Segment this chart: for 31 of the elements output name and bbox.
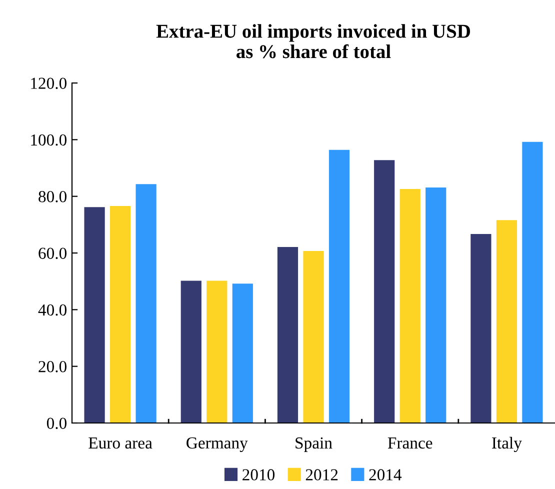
bar — [496, 220, 518, 423]
bar — [277, 247, 298, 423]
bar — [426, 188, 446, 423]
bar — [84, 207, 105, 423]
chart-title: Extra-EU oil imports invoiced in USD as % share of total — [156, 24, 470, 58]
y-tick-label: 20.0 — [38, 361, 67, 372]
bar — [328, 150, 350, 423]
bar — [136, 184, 156, 423]
bar — [400, 188, 420, 423]
y-tick-label: 0.0 — [46, 418, 67, 430]
x-tick-label: France — [388, 438, 432, 449]
legend-label: 2012 — [306, 469, 338, 480]
bar — [180, 280, 202, 423]
bar — [232, 284, 253, 423]
y-tick-label: 60.0 — [38, 248, 67, 260]
x-tick-label: Italy — [492, 436, 522, 452]
y-tick-label: 80.0 — [38, 191, 67, 202]
bar — [470, 234, 492, 423]
legend-label: 2010 — [242, 469, 275, 480]
x-tick-label: Euro area — [88, 438, 152, 449]
x-tick-label: Germany — [186, 437, 248, 452]
bar — [374, 160, 395, 423]
bar — [303, 251, 324, 423]
bar — [110, 206, 131, 423]
x-tick-label: Spain — [296, 437, 332, 452]
bar — [522, 142, 543, 423]
legend-label: 2014 — [369, 469, 402, 480]
y-tick-label: 40.0 — [38, 304, 67, 316]
bar — [206, 280, 228, 423]
y-tick-label: 120.0 — [31, 78, 67, 90]
y-tick-label: 100.0 — [31, 134, 67, 146]
